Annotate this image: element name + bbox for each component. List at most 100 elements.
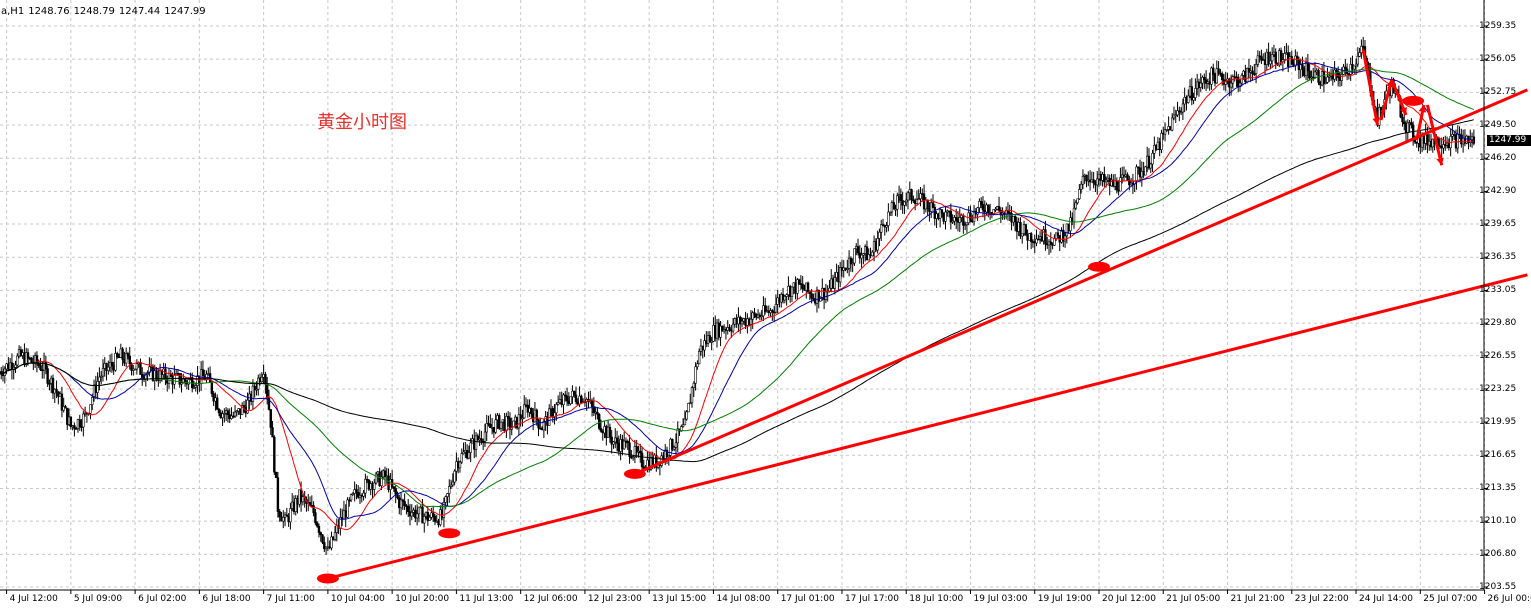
time-tick-label: 14 Jul 08:00 [716,594,771,604]
candle-body [476,435,480,441]
candle-body [253,385,256,390]
open-value: 1248.76 [28,6,70,17]
candle-body [1178,110,1181,113]
candle-body [116,353,119,358]
time-tick-label: 20 Jul 12:00 [1102,594,1156,604]
moving-average-line [0,62,1474,520]
candle-body [321,534,324,543]
candle-body [987,204,990,213]
candle-body [1119,177,1122,192]
candle-body [608,426,612,438]
time-tick-label: 11 Jul 13:00 [459,594,514,604]
candle-body [1328,75,1331,78]
candle-body [374,473,378,484]
candle-body [728,327,731,331]
candle-body [135,363,139,370]
time-tick-label: 5 Jul 09:00 [73,594,123,604]
price-tick-label: 1223.25 [1479,383,1517,394]
candle-body [885,225,888,228]
candle-body [1254,64,1258,75]
candle-body [1201,77,1204,84]
price-tick-label: 1206.80 [1479,549,1517,560]
candle-body [1344,66,1347,70]
candle-body [976,207,979,215]
price-tick-label: 1229.80 [1479,318,1517,329]
candle-body [364,478,367,494]
candle-body [101,368,105,377]
candle-body [556,402,560,405]
candle-body [362,492,365,497]
current-price-label: 1247.99 [1487,135,1531,146]
candle-body [480,438,483,442]
candle-body [114,353,117,371]
trendline-layer [316,49,1528,584]
candle-body [764,305,767,312]
candle-body [910,189,913,201]
symbol-info: a,H1 1248.76 1248.79 1247.44 1247.99 [1,6,210,17]
time-tick-label: 24 Jul 14:00 [1359,594,1414,604]
candle-body [357,492,360,498]
candle-body [785,294,788,297]
candle-body [1021,233,1024,237]
arrow-head [1418,104,1427,113]
candle-body [499,421,503,429]
candle-body [433,516,437,522]
candle-body [133,368,137,371]
candle-body [892,202,895,210]
candle-body [226,410,230,415]
arrow-head [1372,117,1380,126]
candle-body [642,466,646,469]
candle-body [690,387,694,404]
candle-body [235,410,239,413]
candle-body [1456,133,1459,149]
candle-body [573,390,576,396]
candle-body [89,404,92,414]
candle-body [1092,179,1095,184]
candle-body [1137,166,1140,169]
symbol-timeframe: a,H1 [1,6,25,17]
candle-body [16,355,19,366]
candle-body [1149,163,1152,169]
candle-body [423,516,426,524]
candle-body [958,217,961,223]
candle-body [269,409,272,428]
candle-body [1176,110,1179,116]
candle-body [444,496,447,503]
candle-body [912,199,915,202]
candle-body [273,436,276,473]
candle-body [96,381,99,393]
high-value: 1248.79 [73,6,115,17]
moving-average-line [0,58,1474,531]
candle-body [1076,198,1079,204]
candle-body [453,470,456,483]
candle-body [564,394,567,397]
candle-body [1274,51,1277,64]
candle-body [887,211,890,226]
moving-average-line [0,119,1474,463]
candle-body [323,542,326,550]
time-tick-label: 7 Jul 11:00 [266,594,315,604]
candle-body [672,447,676,450]
candle-body [217,409,221,414]
candle-body [896,195,899,210]
candle-body [1079,183,1083,190]
candle-body [962,215,965,226]
candle-body [817,289,820,302]
price-tick-label: 1233.05 [1479,285,1517,296]
time-tick-label: 6 Jul 18:00 [202,594,251,604]
candle-body [1104,179,1108,183]
candle-body [1358,52,1361,57]
candle-body [333,532,337,540]
candle-body [1267,51,1270,65]
candle-body [919,193,922,199]
candle-body [592,406,596,413]
candle-body [1217,68,1220,74]
candle-body [216,397,219,410]
candle-body [771,310,774,313]
candle-body [487,423,490,425]
candle-body [774,303,778,313]
candle-body [1336,71,1340,78]
candle-body [888,211,892,214]
